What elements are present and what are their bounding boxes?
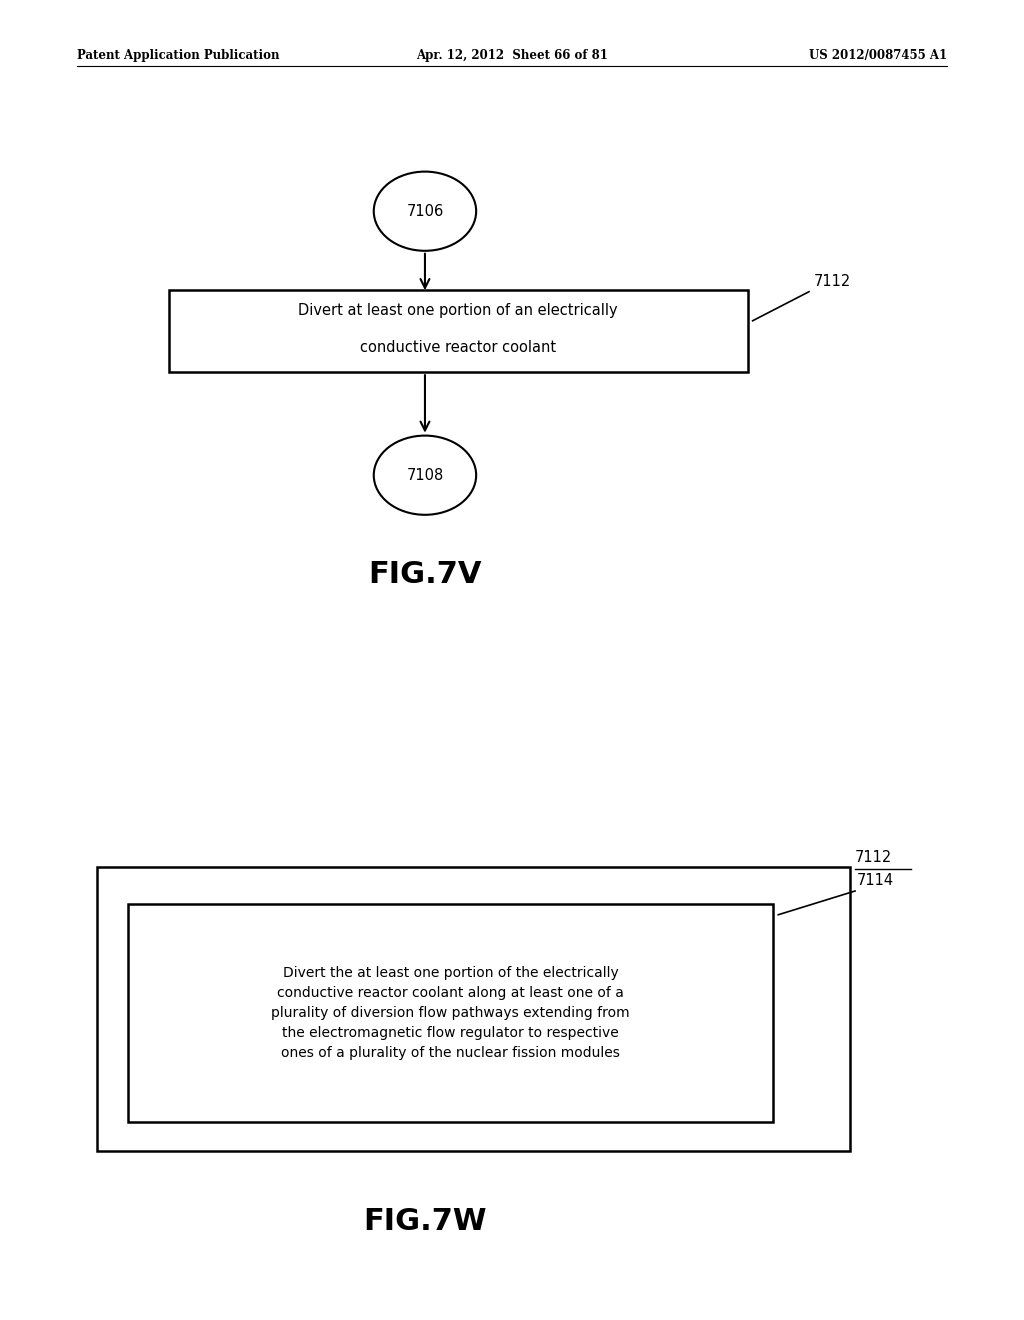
Text: Divert the at least one portion of the electrically
conductive reactor coolant a: Divert the at least one portion of the e… [271,966,630,1060]
Text: Patent Application Publication: Patent Application Publication [77,49,280,62]
Text: FIG.7V: FIG.7V [369,560,481,589]
Text: FIG.7W: FIG.7W [364,1206,486,1236]
Text: US 2012/0087455 A1: US 2012/0087455 A1 [809,49,947,62]
Bar [169,290,748,372]
Text: 7112: 7112 [855,850,892,865]
Text: Divert at least one portion of an electrically: Divert at least one portion of an electr… [298,302,618,318]
Text: 7106: 7106 [407,203,443,219]
Bar [128,904,773,1122]
Text: 7108: 7108 [407,467,443,483]
Text: conductive reactor coolant: conductive reactor coolant [360,339,556,355]
Bar [97,867,850,1151]
Text: Apr. 12, 2012  Sheet 66 of 81: Apr. 12, 2012 Sheet 66 of 81 [416,49,608,62]
Text: 7114: 7114 [857,874,894,888]
Text: 7112: 7112 [814,275,851,289]
